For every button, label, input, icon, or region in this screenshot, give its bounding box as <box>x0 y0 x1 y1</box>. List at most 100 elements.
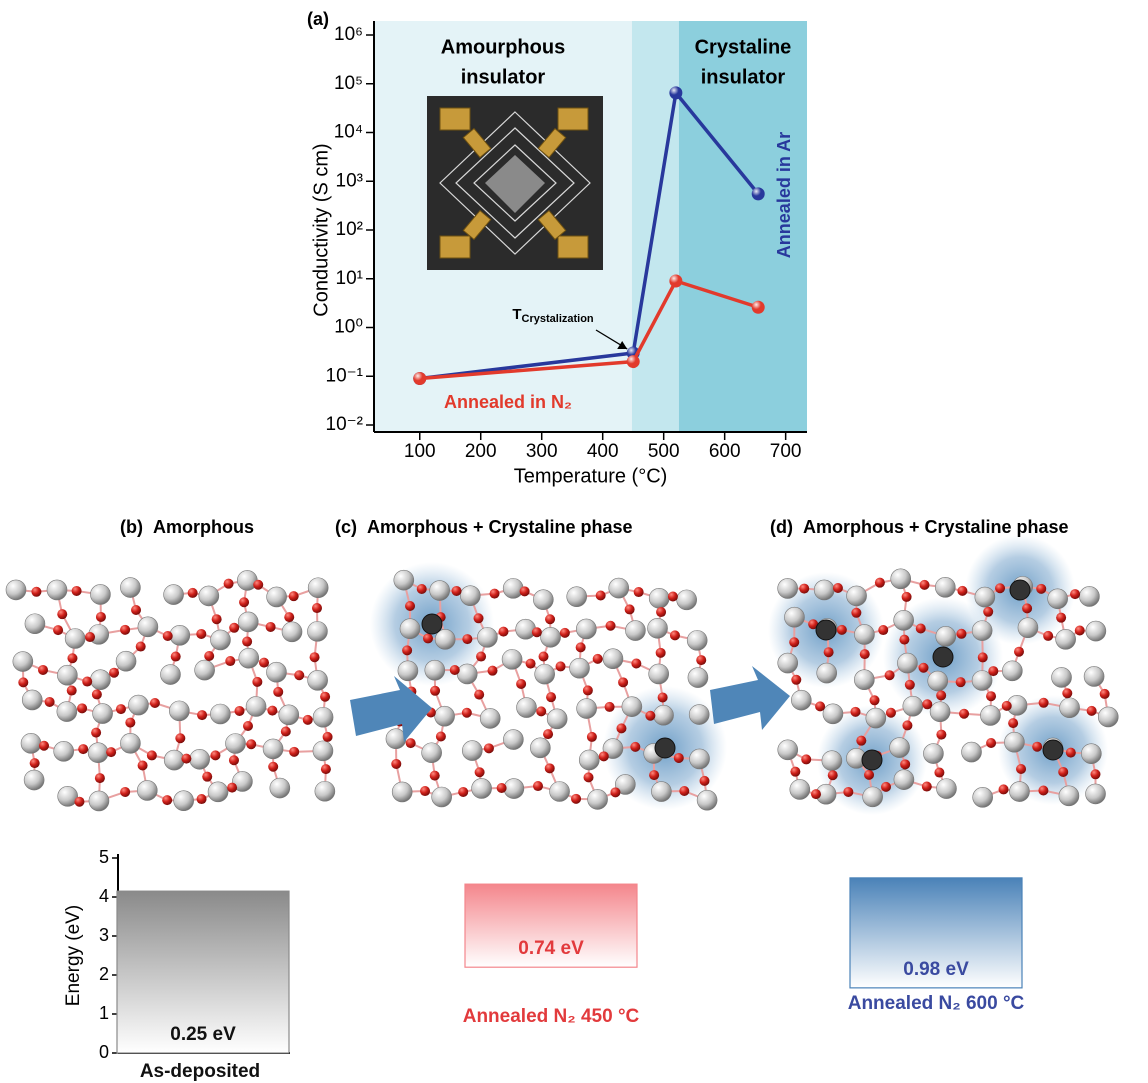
oxygen-atom <box>674 753 684 763</box>
metal-atom <box>570 658 590 678</box>
metal-atom <box>649 588 669 608</box>
oxygen-atom <box>212 614 222 624</box>
oxygen-atom <box>458 787 468 797</box>
oxygen-atom <box>490 589 500 599</box>
oxygen-atom <box>91 728 101 738</box>
oxygen-atom <box>484 743 494 753</box>
oxygen-atom <box>45 697 55 707</box>
y-tick-label: 10⁵ <box>334 73 363 94</box>
x-tick-label: 100 <box>404 441 436 462</box>
oxygen-atom <box>268 762 278 772</box>
metal-atom <box>577 699 597 719</box>
metal-atom <box>894 770 914 790</box>
oxygen-atom <box>999 784 1009 794</box>
oxygen-atom <box>204 651 214 661</box>
metal-atom <box>1004 732 1024 752</box>
oxygen-atom <box>851 608 861 618</box>
oxygen-atom <box>196 629 206 639</box>
oxygen-atom <box>475 767 485 777</box>
metal-atom <box>90 584 110 604</box>
metal-atom <box>307 621 327 641</box>
oxygen-atom <box>1036 584 1046 594</box>
oxygen-atom <box>253 580 263 590</box>
metal-atom <box>169 701 189 721</box>
y-tick-label: 5 <box>99 847 109 867</box>
oxygen-atom <box>38 665 48 675</box>
metal-atom <box>308 670 328 690</box>
annotation-main: T <box>512 306 521 323</box>
oxygen-atom <box>533 781 543 791</box>
metal-atom <box>24 770 44 790</box>
oxygen-atom <box>560 628 570 638</box>
inset-photo <box>427 96 603 270</box>
oxygen-atom <box>109 668 119 678</box>
metal-atom <box>267 587 287 607</box>
metal-atom <box>530 738 550 758</box>
oxygen-atom <box>430 771 440 781</box>
metal-atom <box>622 697 642 717</box>
panel-title: (d)Amorphous + Crystaline phase <box>770 517 1069 537</box>
oxygen-atom <box>82 677 92 687</box>
oxygen-atom <box>916 623 926 633</box>
panel-title-text: Amorphous + Crystaline phase <box>803 517 1069 537</box>
x-tick-label: 400 <box>587 441 619 462</box>
metal-atom <box>579 750 599 770</box>
metal-atom <box>649 664 669 684</box>
oxygen-atom <box>171 652 181 662</box>
oxygen-atom <box>631 659 641 669</box>
atomic-network <box>6 570 335 811</box>
metal-atom <box>854 624 874 644</box>
metal-atom <box>138 617 158 637</box>
oxygen-atom <box>320 692 330 702</box>
metal-atom <box>541 627 561 647</box>
metal-atom <box>435 706 455 726</box>
metal-atom <box>90 670 110 690</box>
point-highlight <box>413 372 426 385</box>
metal-atom <box>1098 707 1118 727</box>
x-tick-label: 600 <box>709 441 741 462</box>
oxygen-atom <box>536 706 546 716</box>
oxygen-atom <box>488 666 498 676</box>
oxygen-atom <box>922 782 932 792</box>
oxygen-atom <box>67 686 77 696</box>
metal-atom <box>866 708 886 728</box>
metal-atom <box>308 578 328 598</box>
oxygen-atom <box>229 623 239 633</box>
metal-atom <box>57 702 77 722</box>
metal-atom <box>936 626 956 646</box>
metal-atom <box>1059 786 1079 806</box>
metal-atom <box>972 621 992 641</box>
metal-atom <box>1048 589 1068 609</box>
panel-title: (b)Amorphous <box>120 517 254 537</box>
metal-atom <box>576 619 596 639</box>
metal-atom <box>460 586 480 606</box>
oxygen-atom <box>957 586 967 596</box>
oxygen-atom <box>67 653 77 663</box>
metal-atom <box>120 733 140 753</box>
oxygen-atom <box>516 679 526 689</box>
metal-atom <box>54 741 74 761</box>
oxygen-atom <box>986 691 996 701</box>
metal-atom <box>516 619 536 639</box>
oxygen-atom <box>1022 603 1032 613</box>
oxygen-atom <box>1100 689 1110 699</box>
oxygen-atom <box>815 701 825 711</box>
oxygen-atom <box>136 642 146 652</box>
oxygen-atom <box>239 597 249 607</box>
oxygen-atom <box>885 670 895 680</box>
oxygen-atom <box>599 751 609 761</box>
y-tick-label: 3 <box>99 925 109 945</box>
oxygen-atom <box>162 795 172 805</box>
metal-atom <box>935 577 955 597</box>
oxygen-atom <box>545 614 555 624</box>
oxygen-atom <box>402 645 412 655</box>
atomic-network <box>768 535 1118 815</box>
metal-atom <box>225 733 245 753</box>
metal-atom <box>677 590 697 610</box>
oxygen-atom <box>878 625 888 635</box>
metal-atom <box>164 750 184 770</box>
metal-atom <box>784 607 804 627</box>
oxygen-atom <box>860 649 870 659</box>
metal-atom <box>394 570 414 590</box>
oxygen-atom <box>956 677 966 687</box>
